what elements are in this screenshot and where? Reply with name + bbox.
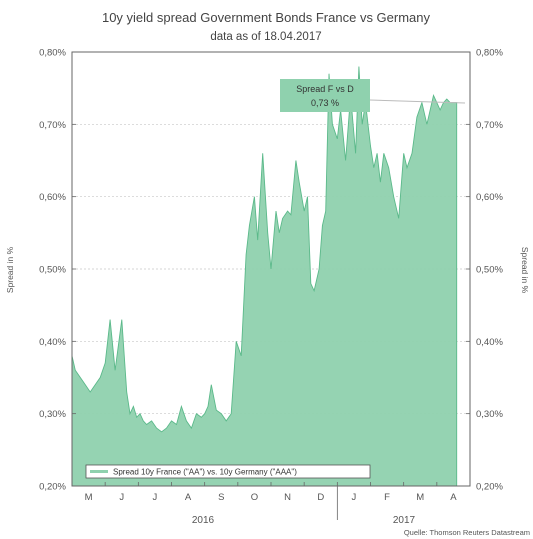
y-tick-label-right: 0,60% (476, 192, 503, 203)
annotation-label: Spread F vs D (296, 84, 354, 94)
y-tick-label-right: 0,40% (476, 337, 503, 348)
y-tick-label-left: 0,40% (39, 337, 66, 348)
y-tick-label-right: 0,70% (476, 120, 503, 131)
y-axis-left: 0,20% 0,30% 0,40% 0,50% 0,60% 0,70% 0,80% (39, 48, 76, 493)
annotation-leader (369, 99, 466, 104)
series-area-fill (71, 66, 458, 487)
legend-label: Spread 10y France ("AA") vs. 10y Germany… (113, 468, 297, 477)
annotation-box (280, 79, 370, 112)
x-tick-label: D (317, 492, 324, 503)
x-tick-label: J (153, 492, 158, 503)
y-tick-label-right: 0,20% (476, 482, 503, 493)
x-tick-label: S (218, 492, 224, 503)
series-area (71, 66, 458, 487)
x-tick-label: M (416, 492, 424, 503)
y-tick-label-left: 0,70% (39, 120, 66, 131)
y-tick-label-left: 0,80% (39, 48, 66, 59)
y-axis-right: 0,20% 0,30% 0,40% 0,50% 0,60% 0,70% 0,80% (466, 48, 503, 493)
x-tick-label: O (251, 492, 258, 503)
y-tick-label-left: 0,50% (39, 265, 66, 276)
x-tick-label: A (450, 492, 457, 503)
annotation-value: 0,73 % (311, 98, 339, 108)
y-tick-label-left: 0,60% (39, 192, 66, 203)
y-tick-label-left: 0,20% (39, 482, 66, 493)
spread-annotation: Spread F vs D 0,73 % (280, 79, 466, 112)
y-tick-label-right: 0,30% (476, 409, 503, 420)
legend-box (85, 464, 371, 479)
chart-subtitle: data as of 18.04.2017 (210, 31, 321, 43)
source-note: Quelle: Thomson Reuters Datastream (404, 528, 530, 537)
chart-title: 10y yield spread Government Bonds France… (102, 10, 431, 25)
y-axis-label-left: Spread in % (5, 246, 15, 293)
y-tick-label-right: 0,80% (476, 48, 503, 59)
x-tick-label: F (384, 492, 390, 503)
x-tick-label: J (352, 492, 357, 503)
y-axis-label-right: Spread in % (520, 247, 530, 294)
x-tick-label: N (284, 492, 291, 503)
x-tick-label: J (119, 492, 124, 503)
legend: Spread 10y France ("AA") vs. 10y Germany… (85, 464, 371, 479)
y-tick-label-left: 0,30% (39, 409, 66, 420)
x-tick-label: A (185, 492, 192, 503)
x-tick-label: M (85, 492, 93, 503)
year-label-2016: 2016 (192, 515, 215, 526)
year-label-2017: 2017 (393, 515, 416, 526)
y-tick-label-right: 0,50% (476, 265, 503, 276)
